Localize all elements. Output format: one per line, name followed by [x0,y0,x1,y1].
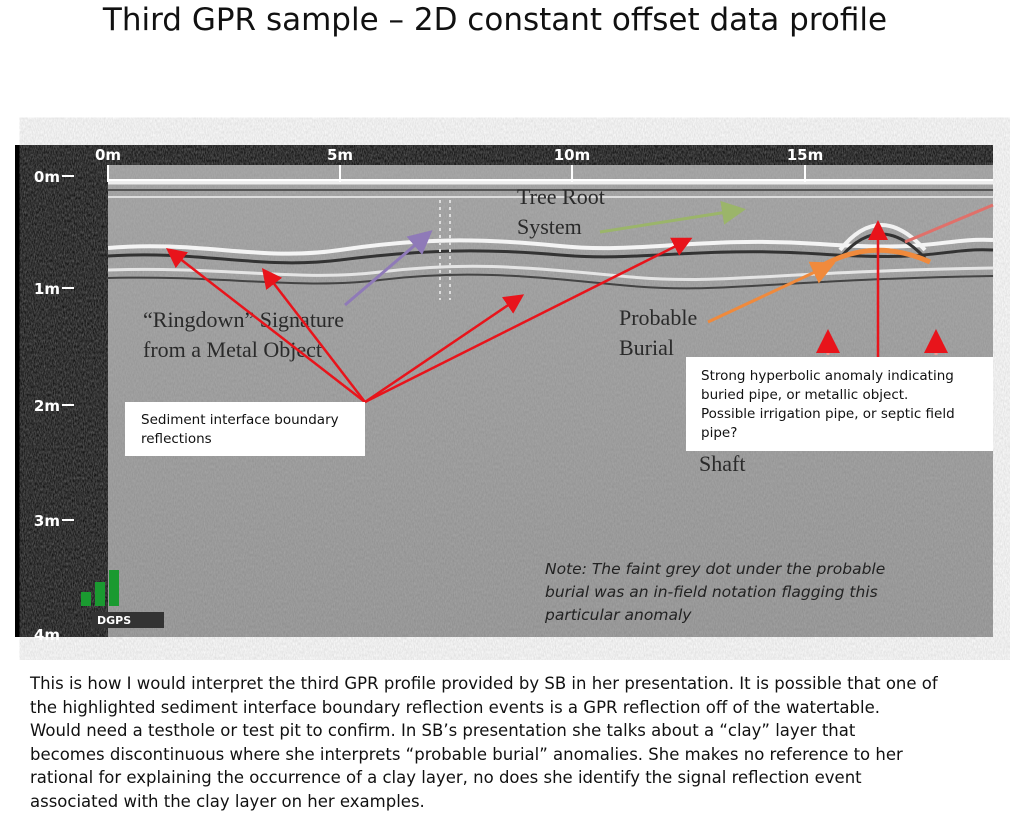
x-label: 5m [327,146,353,164]
y-label: 1m [34,280,60,298]
annotation: System [517,214,582,239]
callout-text: pipe? [701,425,737,441]
callout-box [686,357,993,451]
x-axis-labels: 0m 5m 10m 15m [95,146,823,164]
x-label: 15m [787,146,824,164]
note: Note: The faint grey dot under the proba… [545,560,885,578]
callout-text: Strong hyperbolic anomaly indicating [701,368,954,384]
callout-text: reflections [141,431,212,447]
paragraph-line: the highlighted sediment interface bound… [30,697,880,717]
annotation: “Ringdown” Signature [143,307,344,332]
y-axis-labels: 0m 1m 2m 3m 4m [34,168,60,644]
x-label: 10m [554,146,591,164]
gpr-figure: 0m 5m 10m 15m 0m 1m 2m 3m 4m DGPS Tree R… [15,145,994,644]
body-paragraph: This is how I would interpret the third … [30,672,938,813]
annotation: from a Metal Object [143,337,322,362]
y-label: 0m [34,168,60,186]
dgps-badge: DGPS [81,570,164,628]
y-label: 3m [34,512,60,530]
callout-text: Sediment interface boundary [141,412,339,428]
badge: DGPS [97,614,131,627]
annotation-arrows [344,200,994,355]
x-label: 0m [95,146,121,164]
slide-title: Third GPR sample – 2D constant offset da… [102,2,888,38]
paragraph-line: associated with the clay layer on her ex… [30,791,425,811]
ticks [62,165,993,521]
note: particular anomaly [544,606,692,624]
paragraph-line: Would need a testhole or test pit to con… [30,721,856,740]
callout-text: Possible irrigation pipe, or septic fiel… [701,406,955,422]
y-label: 2m [34,397,60,415]
annotation: Shaft [699,451,745,476]
paragraph-line: rational for explaining the occurrence o… [30,768,862,787]
reflections [107,179,994,300]
callout-box [125,402,365,456]
y-label: 4m [34,626,60,644]
annotation: Tree Root [517,184,605,209]
callout-text: buried pipe, or metallic object. [701,387,908,403]
paragraph-line: This is how I would interpret the third … [30,674,938,693]
annotation: Burial [619,335,674,360]
paragraph-line: becomes discontinuous where she interpre… [30,744,903,764]
note: burial was an in-field notation flagging… [545,583,878,601]
annotation: Probable [619,305,697,330]
